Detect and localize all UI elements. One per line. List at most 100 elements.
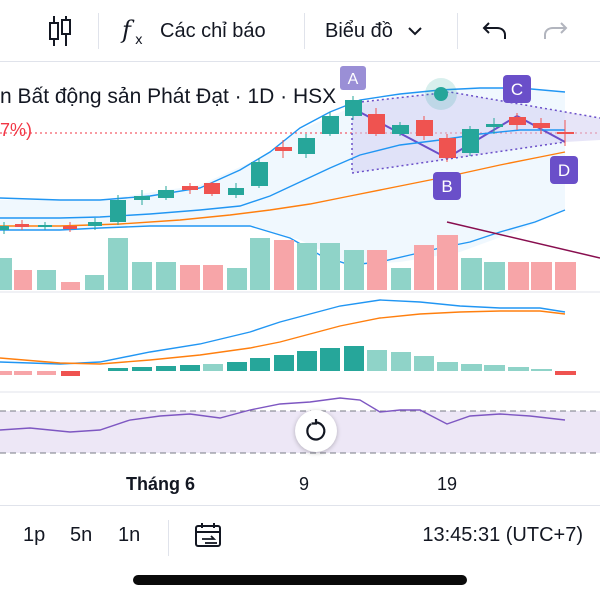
macd-bar xyxy=(555,371,576,375)
range-1d-button[interactable]: 1p xyxy=(23,524,46,546)
macd-bar xyxy=(414,356,434,371)
candle-up xyxy=(88,222,102,226)
candle-down xyxy=(509,117,526,125)
candle-down xyxy=(15,224,29,227)
indicators-label: Các chỉ báo xyxy=(160,19,266,42)
candle-up xyxy=(298,138,315,154)
point-c-marker[interactable]: C xyxy=(503,75,531,103)
date-range-button[interactable] xyxy=(194,522,222,555)
rsi-line xyxy=(0,397,566,433)
bottom-divider xyxy=(168,520,169,556)
toolbar-divider xyxy=(98,13,99,49)
candlestick-icon xyxy=(49,16,71,46)
macd-bar xyxy=(108,368,128,371)
volume-bar xyxy=(391,268,411,290)
macd-histogram xyxy=(0,346,576,376)
volume-bar xyxy=(461,258,482,290)
fx-icon: f x xyxy=(120,16,143,48)
undo-icon xyxy=(482,22,506,39)
candle-down xyxy=(557,132,574,134)
volume-bar xyxy=(227,268,247,290)
macd-bar xyxy=(531,369,552,371)
candle-up xyxy=(0,226,9,230)
clock-timezone[interactable]: 13:45:31 (UTC+7) xyxy=(422,524,583,546)
chart-style-button[interactable] xyxy=(48,0,72,62)
volume-bar xyxy=(297,243,317,290)
macd-bar xyxy=(180,365,200,371)
macd-bar xyxy=(274,355,294,371)
home-indicator[interactable] xyxy=(133,575,467,585)
bollinger-upper-line xyxy=(0,87,566,201)
macd-bar xyxy=(344,346,364,371)
macd-bar xyxy=(367,350,387,371)
candle-up xyxy=(462,129,479,153)
point-a-marker[interactable]: A xyxy=(340,66,366,90)
volume-bar xyxy=(320,243,340,290)
candle-up xyxy=(322,116,339,134)
time-label-9: 9 xyxy=(299,474,310,494)
indicators-button[interactable]: f x Các chỉ báo xyxy=(120,0,266,62)
point-d-label: D xyxy=(558,161,570,180)
macd-bar xyxy=(508,367,529,371)
point-a-label: A xyxy=(348,71,359,88)
macd-bar xyxy=(461,364,482,371)
toolbar-divider xyxy=(304,13,305,49)
range-1day-button[interactable]: 1n xyxy=(118,524,141,546)
candle-down xyxy=(533,123,550,128)
drawing-anchor-dot xyxy=(434,87,448,101)
abcd-pattern-outline xyxy=(351,91,600,119)
macd-bar xyxy=(297,351,317,371)
svg-text:x: x xyxy=(135,33,143,48)
macd-bar xyxy=(132,367,152,371)
volume-bar xyxy=(108,238,128,290)
chart-type-label: Biểu đồ xyxy=(325,19,393,42)
volume-bar xyxy=(156,262,176,290)
macd-bar xyxy=(61,371,80,376)
volume-bar xyxy=(508,262,529,290)
reset-chart-button[interactable] xyxy=(295,410,337,452)
macd-signal-line xyxy=(0,310,566,365)
candle-up xyxy=(486,124,503,127)
chart-type-button[interactable]: Biểu đồ xyxy=(325,0,425,62)
time-label-19: 19 xyxy=(437,474,458,494)
macd-line xyxy=(0,299,566,365)
top-toolbar: f x Các chỉ báo Biểu đồ xyxy=(0,0,600,62)
time-label-month: Tháng 6 xyxy=(126,474,196,494)
point-d-marker[interactable]: D xyxy=(550,156,578,184)
volume-bar xyxy=(274,240,294,290)
point-b-marker[interactable]: B xyxy=(433,172,461,200)
candle-down xyxy=(416,120,433,136)
candle-up xyxy=(251,162,268,186)
volume-bar xyxy=(414,245,434,290)
price-change-percent: 7%) xyxy=(0,120,33,140)
macd-bar xyxy=(0,371,12,375)
redo-button[interactable] xyxy=(541,0,569,62)
range-5d-button[interactable]: 5n xyxy=(70,524,93,546)
macd-bar xyxy=(37,371,56,375)
undo-button[interactable] xyxy=(481,0,509,62)
volume-bar xyxy=(14,270,32,290)
macd-bar xyxy=(203,364,223,371)
volume-bar xyxy=(203,265,223,290)
svg-text:f: f xyxy=(120,16,135,44)
candle-down xyxy=(368,114,385,134)
macd-bar xyxy=(320,348,340,371)
candle-up xyxy=(38,225,52,227)
volume-bar xyxy=(344,250,364,290)
volume-bar xyxy=(437,235,458,290)
abcd-pattern-bottom xyxy=(351,141,566,174)
volume-bar xyxy=(250,238,270,290)
candle-up xyxy=(345,100,362,116)
time-axis[interactable]: Tháng 6 9 19 xyxy=(0,466,600,500)
macd-bar xyxy=(14,371,32,375)
candle-down xyxy=(439,138,456,158)
macd-bar xyxy=(484,365,505,371)
macd-bar xyxy=(156,366,176,371)
candle-up xyxy=(134,196,150,200)
ma-orange-line xyxy=(0,151,566,227)
symbol-title[interactable]: n Bất động sản Phát Đạt · 1D · HSX xyxy=(0,85,337,108)
volume-bar xyxy=(61,282,80,290)
volume-group xyxy=(0,235,576,290)
candle-up xyxy=(110,200,126,222)
volume-bar xyxy=(367,250,387,290)
